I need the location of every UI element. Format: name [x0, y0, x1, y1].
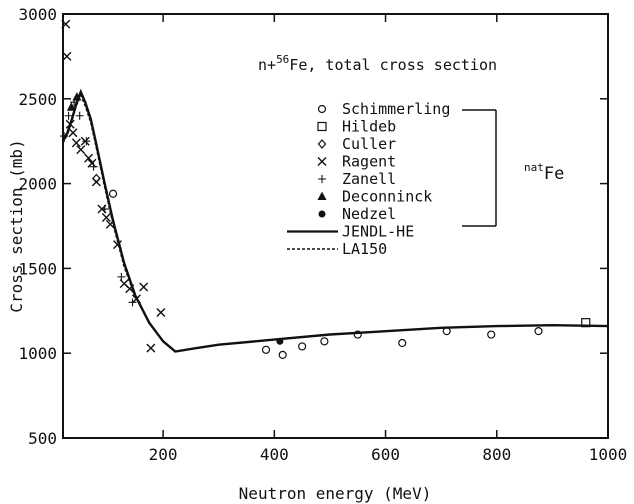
legend-label: Deconninck — [342, 188, 432, 206]
data-point-ragent — [84, 153, 94, 163]
plot-frame — [62, 13, 609, 439]
data-point-schimmerling — [108, 189, 118, 198]
data-point-ragent — [68, 128, 78, 138]
x-tick-label: 800 — [482, 445, 511, 464]
data-point-ragent — [71, 138, 81, 148]
data-point-ragent — [61, 19, 71, 29]
series-line-jendl-he — [61, 88, 609, 353]
data-point-nedzel — [276, 337, 284, 345]
y-tick-label: 500 — [28, 429, 57, 448]
legend-symbol-nedzel — [318, 210, 326, 218]
data-point-ragent — [139, 282, 149, 292]
y-axis-title: Cross section (mb) — [7, 139, 26, 312]
data-point-schimmerling — [487, 330, 496, 339]
data-point-ragent — [146, 343, 156, 353]
x-tick-label: 400 — [260, 445, 289, 464]
data-point-ragent — [113, 240, 122, 250]
data-point-ragent — [101, 213, 111, 223]
data-point-ragent — [76, 145, 86, 155]
legend-symbol-hildeb — [317, 121, 327, 132]
data-marks — [60, 19, 609, 359]
data-point-zanell — [75, 111, 84, 120]
x-tick-label: 600 — [371, 445, 400, 464]
data-point-zanell — [128, 298, 137, 307]
data-point-schimmerling — [353, 330, 362, 339]
data-point-schimmerling — [261, 345, 271, 354]
data-point-ragent — [65, 119, 75, 129]
x-tick-label: 200 — [149, 445, 178, 464]
y-tick-label: 2500 — [18, 90, 57, 109]
y-tick-label: 1000 — [18, 344, 57, 363]
legend-symbol-culler — [317, 139, 327, 149]
legend-label: Culler — [342, 135, 396, 153]
y-tick-label: 1500 — [18, 259, 57, 278]
data-point-zanell — [60, 132, 69, 141]
legend-label: LA150 — [342, 240, 387, 258]
axis-ticks: 200 400 600 800 1000 500 1000 1500 2000 2500 3000 — [18, 5, 627, 464]
legend-symbol-ragent — [317, 157, 327, 166]
data-point-schimmerling — [320, 337, 329, 346]
data-point-ragent — [62, 51, 72, 61]
data-point-ragent — [131, 294, 141, 304]
data-point-schimmerling — [278, 350, 287, 359]
legend-label: Hildeb — [342, 118, 396, 136]
legend-symbol-deconninck — [317, 191, 327, 200]
chart-title: n+56Fe, total cross section — [258, 53, 497, 74]
data-point-zanell — [64, 111, 73, 120]
group-label: natFe — [524, 161, 564, 184]
legend-label: Zanell — [342, 170, 396, 188]
legend-group-bracket — [462, 109, 497, 227]
data-point-schimmerling — [298, 342, 307, 351]
data-point-schimmerling — [442, 327, 451, 336]
data-point-ragent — [156, 308, 166, 317]
data-point-zanell — [82, 137, 91, 146]
data-point-hildeb — [581, 318, 591, 328]
data-point-ragent — [87, 158, 97, 168]
data-point-zanell — [117, 272, 126, 281]
data-point-deconninck — [66, 102, 76, 111]
data-point-deconninck — [72, 92, 82, 101]
legend-symbol-schimmerling — [317, 104, 327, 114]
legend-label: Nedzel — [342, 205, 396, 223]
data-point-schimmerling — [534, 327, 543, 336]
data-point-ragent — [91, 177, 101, 187]
data-point-zanell — [89, 162, 98, 171]
x-tick-label: 1000 — [589, 445, 628, 464]
y-tick-label: 2000 — [18, 175, 57, 194]
legend-label: Ragent — [342, 153, 396, 171]
legend-symbol-zanell — [318, 175, 326, 183]
y-tick-label: 3000 — [18, 5, 57, 24]
points — [60, 19, 591, 359]
legend-label: Schimmerling — [342, 100, 450, 118]
data-point-schimmerling — [398, 338, 407, 348]
data-point-ragent — [125, 284, 135, 294]
data-point-ragent — [105, 219, 115, 229]
legend: SchimmerlingHildebCullerRagentZanellDeco… — [287, 100, 450, 258]
legend-label: JENDL-HE — [342, 223, 414, 241]
curves — [61, 88, 609, 353]
x-axis-title: Neutron energy (MeV) — [239, 484, 432, 503]
data-point-zanell — [100, 205, 109, 214]
